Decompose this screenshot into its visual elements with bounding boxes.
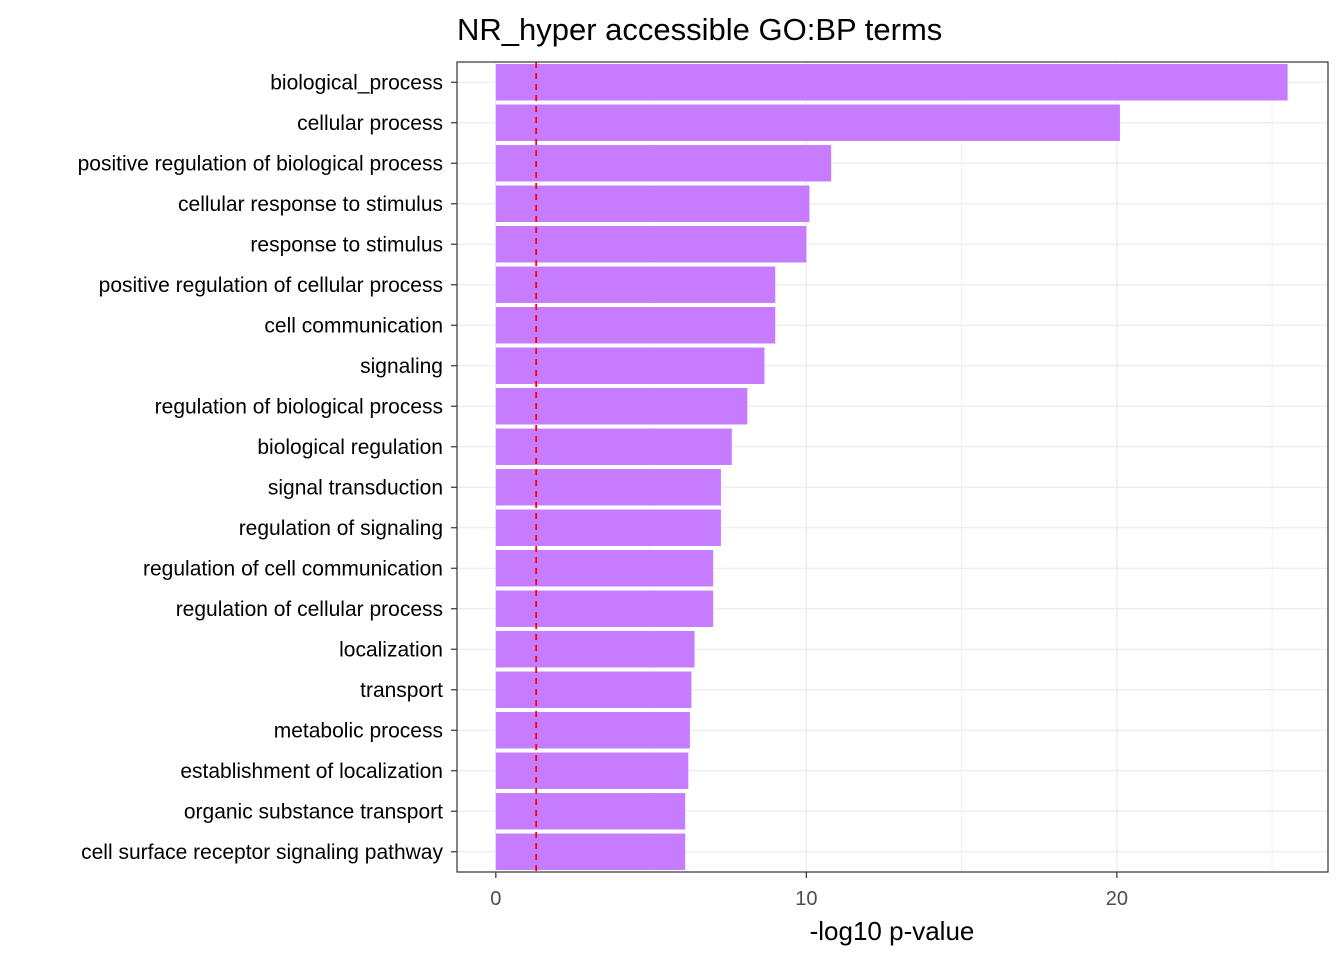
y-tick-label: regulation of cell communication [143, 557, 443, 580]
bar [495, 550, 714, 587]
bar [495, 185, 810, 222]
y-tick-label: regulation of signaling [239, 517, 443, 540]
y-tick-label: biological regulation [257, 436, 443, 459]
x-axis-title: -log10 p-value [810, 916, 975, 946]
y-tick-label: cell surface receptor signaling pathway [81, 841, 443, 864]
y-tick-label: establishment of localization [180, 760, 443, 783]
y-tick-label: regulation of cellular process [176, 598, 443, 621]
bar [495, 266, 776, 303]
bar [495, 428, 732, 465]
x-tick-label: 10 [795, 888, 817, 910]
bar [495, 347, 765, 384]
bar [495, 307, 776, 344]
y-tick-label: positive regulation of biological proces… [78, 152, 443, 175]
y-tick-label: cellular process [297, 112, 443, 135]
bars [495, 64, 1288, 870]
x-tick-label: 0 [490, 888, 501, 910]
bar [495, 509, 721, 546]
y-tick-label: metabolic process [274, 719, 443, 742]
y-tick-label: positive regulation of cellular process [99, 274, 443, 297]
y-tick-label: cellular response to stimulus [178, 193, 443, 216]
bar [495, 469, 721, 506]
y-tick-label: regulation of biological process [155, 395, 443, 418]
y-tick-label: biological_process [270, 71, 443, 94]
bar [495, 145, 832, 182]
bar [495, 712, 690, 749]
y-tick-label: cell communication [264, 314, 443, 337]
y-axis: biological_process cellular process positi… [78, 71, 457, 864]
bar [495, 631, 695, 668]
bar [495, 64, 1288, 101]
plot-panel-border [456, 61, 1329, 873]
bar [495, 104, 1120, 141]
bar [495, 833, 686, 870]
chart-title: NR_hyper accessible GO:BP terms [457, 12, 942, 47]
bar [495, 752, 689, 789]
bar [495, 388, 748, 425]
y-tick-label: localization [339, 638, 443, 661]
y-tick-label: transport [360, 679, 443, 702]
y-tick-label: response to stimulus [250, 233, 443, 256]
bar [495, 226, 807, 263]
bar [495, 590, 714, 627]
y-tick-label: organic substance transport [184, 800, 443, 823]
x-tick-label: 20 [1106, 888, 1128, 910]
y-tick-label: signaling [360, 355, 443, 378]
bar [495, 793, 686, 830]
y-tick-label: signal transduction [268, 476, 443, 499]
x-axis: 0 10 20 [490, 872, 1128, 910]
bar [495, 671, 692, 708]
